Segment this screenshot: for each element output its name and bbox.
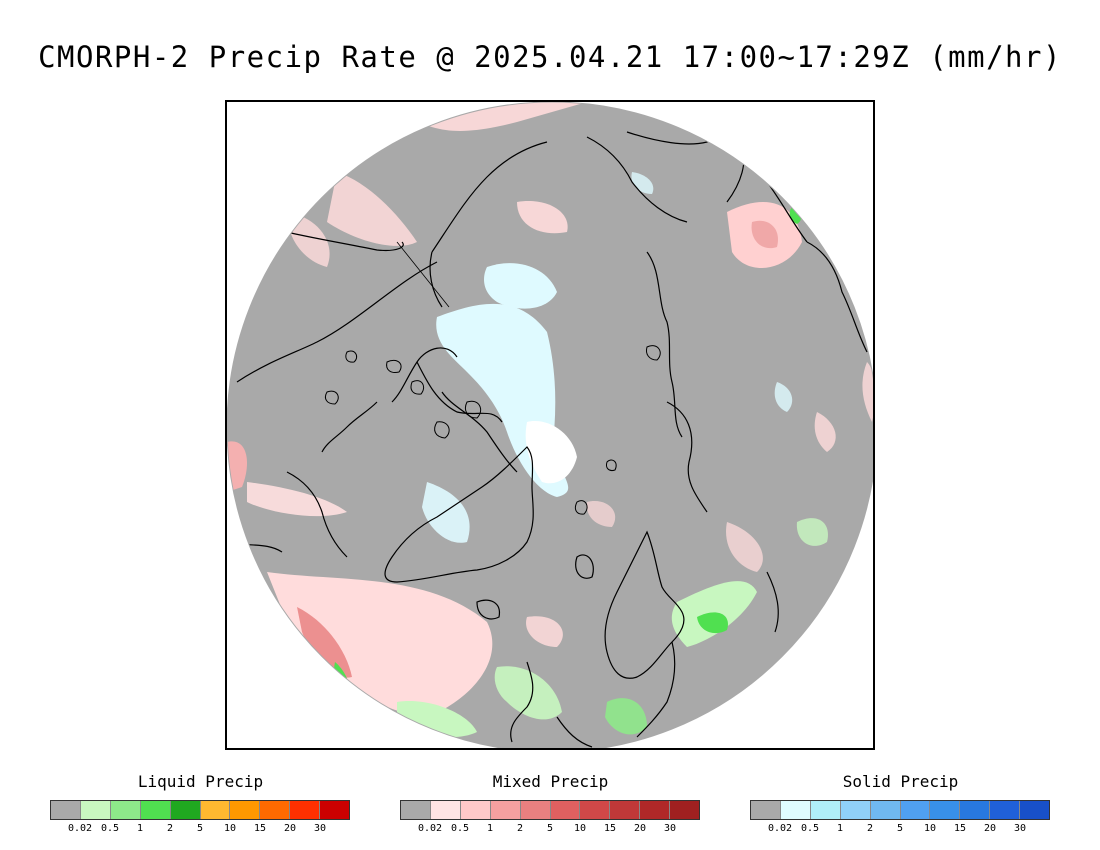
liquid-precip-areas bbox=[333, 207, 828, 738]
legend-swatch bbox=[200, 801, 231, 819]
legend-tick-label: 20 bbox=[283, 823, 297, 834]
color-bar bbox=[750, 800, 1050, 820]
legend-tick-label: 15 bbox=[253, 823, 267, 834]
legend-title: Mixed Precip bbox=[492, 772, 609, 791]
legend-tick-label: 1 bbox=[836, 823, 844, 834]
legend-swatch bbox=[840, 801, 871, 819]
color-bar bbox=[400, 800, 700, 820]
legend-tick-label: 0.5 bbox=[450, 823, 470, 834]
tick-labels: 0.02 0.5 1 2 5 10 15 20 30 bbox=[50, 823, 351, 837]
legend-swatch bbox=[320, 801, 350, 819]
tick-labels: 0.02 0.5 1 2 5 10 15 20 30 bbox=[750, 823, 1051, 837]
map-title: CMORPH-2 Precip Rate @ 2025.04.21 17:00~… bbox=[38, 40, 1062, 74]
legend-swatch bbox=[520, 801, 551, 819]
map-canvas bbox=[227, 102, 873, 748]
legend-tick-label: 5 bbox=[546, 823, 554, 834]
legend-tick-label: 30 bbox=[1013, 823, 1027, 834]
legend-swatch bbox=[430, 801, 461, 819]
polar-precip-map bbox=[225, 100, 875, 750]
legend-liquid: Liquid Precip 0.02 0.5 1 2 5 10 15 20 30 bbox=[50, 772, 351, 838]
legend-swatch bbox=[960, 801, 991, 819]
legend-swatch bbox=[550, 801, 581, 819]
legend-swatch bbox=[1020, 801, 1050, 819]
legend-swatch bbox=[260, 801, 291, 819]
legend-swatch bbox=[930, 801, 961, 819]
legend-tick-label: 15 bbox=[953, 823, 967, 834]
legend-tick-label: 30 bbox=[663, 823, 677, 834]
legend-swatch bbox=[290, 801, 321, 819]
legend-swatch bbox=[900, 801, 931, 819]
legend-swatch bbox=[810, 801, 841, 819]
solid-precip-areas bbox=[422, 172, 793, 543]
legend-swatch bbox=[751, 801, 781, 819]
legend-tick-label: 2 bbox=[166, 823, 174, 834]
legend-swatch bbox=[610, 801, 641, 819]
legend-swatch bbox=[670, 801, 700, 819]
islands-archipelago bbox=[324, 345, 661, 515]
legend-swatch bbox=[990, 801, 1021, 819]
tick-labels: 0.02 0.5 1 2 5 10 15 20 30 bbox=[400, 823, 701, 837]
legend-swatch bbox=[230, 801, 261, 819]
legend-tick-label: 2 bbox=[516, 823, 524, 834]
legend-tick-label: 0.5 bbox=[800, 823, 820, 834]
legend-tick-label: 5 bbox=[896, 823, 904, 834]
legend-swatch bbox=[780, 801, 811, 819]
legend-solid: Solid Precip 0.02 0.5 1 2 5 10 15 20 30 bbox=[750, 772, 1051, 838]
legend-tick-label: 20 bbox=[633, 823, 647, 834]
legend-swatch bbox=[870, 801, 901, 819]
legend-tick-label: 0.02 bbox=[767, 823, 793, 834]
color-bar bbox=[50, 800, 350, 820]
legend-swatch bbox=[51, 801, 81, 819]
legend-tick-label: 0.02 bbox=[67, 823, 93, 834]
legend-title: Liquid Precip bbox=[137, 772, 264, 791]
legend-swatch bbox=[170, 801, 201, 819]
legend-swatch bbox=[580, 801, 611, 819]
legend-swatch bbox=[401, 801, 431, 819]
legend-tick-label: 0.02 bbox=[417, 823, 443, 834]
legend-title: Solid Precip bbox=[842, 772, 959, 791]
legend-tick-label: 10 bbox=[573, 823, 587, 834]
legend-swatch bbox=[80, 801, 111, 819]
legend-tick-label: 30 bbox=[313, 823, 327, 834]
legend-tick-label: 20 bbox=[983, 823, 997, 834]
legend-swatch bbox=[640, 801, 671, 819]
legend-mixed: Mixed Precip 0.02 0.5 1 2 5 10 15 20 30 bbox=[400, 772, 701, 838]
legend-tick-label: 2 bbox=[866, 823, 874, 834]
legend-tick-label: 1 bbox=[486, 823, 494, 834]
legend-tick-label: 5 bbox=[196, 823, 204, 834]
legend-tick-label: 1 bbox=[136, 823, 144, 834]
legend-tick-label: 15 bbox=[603, 823, 617, 834]
legend-swatch bbox=[110, 801, 141, 819]
legend-tick-label: 10 bbox=[923, 823, 937, 834]
legend-tick-label: 10 bbox=[223, 823, 237, 834]
legend-tick-label: 0.5 bbox=[100, 823, 120, 834]
legend-swatch bbox=[460, 801, 491, 819]
legend-swatch bbox=[140, 801, 171, 819]
legend-swatch bbox=[490, 801, 521, 819]
